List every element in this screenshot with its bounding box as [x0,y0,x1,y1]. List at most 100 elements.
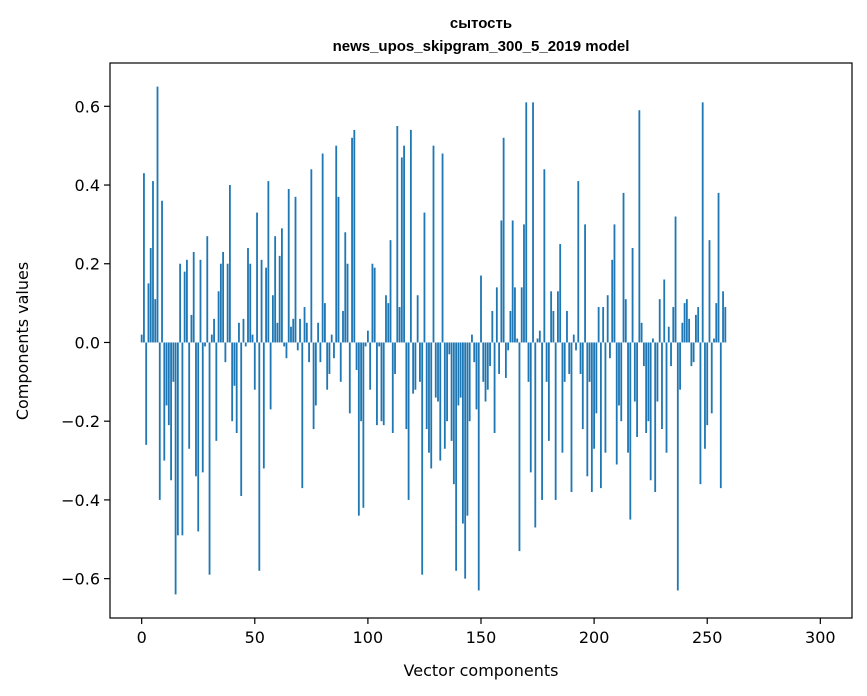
bar [518,342,521,552]
bar [667,326,670,343]
bar [190,314,193,343]
bar [602,307,605,343]
bar [504,342,507,378]
bar [473,342,476,363]
bar [491,310,494,343]
bar [699,342,702,485]
bar [557,291,559,343]
bar [233,342,236,386]
bar [154,299,157,343]
bar [149,248,152,343]
bar [579,342,582,374]
bar [195,342,197,477]
bar [143,173,145,343]
bar [498,342,500,374]
bar [552,310,555,343]
bar [437,342,439,402]
bar [208,342,211,575]
bar [269,342,272,410]
bar [276,322,279,343]
bar [376,342,378,426]
bars-group [140,86,727,595]
y-tick-label: −0.2 [61,412,100,431]
bar [430,342,433,469]
bar [174,342,177,595]
y-axis-label: Components values [13,262,32,420]
bar [466,342,469,516]
bar [186,259,188,343]
chart-title: сытость [450,15,512,32]
bar [296,342,299,351]
bar [176,342,179,536]
bar [532,102,534,343]
bar [434,342,437,398]
bar [647,342,650,422]
bar [685,299,688,343]
bar [369,342,372,390]
bar [262,342,265,469]
bar [566,310,568,343]
bar [201,342,204,473]
bar [480,275,482,343]
bar [398,307,401,343]
bar [622,192,625,343]
bar [423,212,426,343]
bar [570,342,573,493]
bar [708,240,711,343]
x-tick-label: 0 [137,628,147,647]
bar [656,342,659,402]
bar [604,342,607,453]
bar [638,110,641,343]
bar [577,181,580,343]
bar [502,137,505,343]
bar [333,342,335,359]
bar [400,157,403,343]
y-tick-label: −0.4 [61,491,100,510]
bar [312,342,315,430]
bar [226,263,229,343]
bar [609,342,611,359]
bar [219,263,222,343]
bar [152,181,154,343]
bar [511,220,514,343]
bar [439,342,442,461]
bar [416,295,419,343]
bar [475,342,478,410]
bar [339,342,342,382]
bar [409,129,412,343]
bar [554,342,557,500]
bar [204,342,206,347]
bar [281,228,283,343]
bar [258,342,261,571]
bar [342,310,344,343]
bar [683,303,686,343]
bar [457,342,460,406]
bar [414,342,417,390]
bar [575,342,577,351]
bar [534,342,537,528]
bar [527,342,530,382]
bar [500,220,503,343]
bar [290,326,292,343]
bar [247,248,249,343]
y-axis-ticks: −0.6 −0.4 −0.2 0.0 0.2 0.4 0.6 [61,97,110,589]
bar [486,342,489,390]
bar [493,342,496,433]
bar [170,342,172,481]
bar [228,185,231,343]
bar [314,342,317,406]
bar [692,342,695,363]
bar [561,342,564,453]
bar [599,342,602,489]
bar [525,102,528,343]
bar [385,295,387,343]
bar [215,342,218,441]
bar [441,153,444,343]
bar [260,259,263,343]
bar [477,342,480,591]
bar [452,342,455,485]
bar [165,342,168,406]
bar [224,342,227,363]
